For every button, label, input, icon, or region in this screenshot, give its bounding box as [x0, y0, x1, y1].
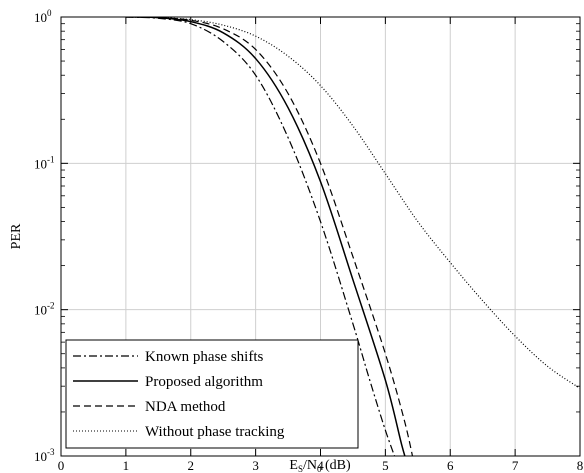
legend-label-nda-method: NDA method [145, 399, 226, 415]
y-tick-label-base: 10 [34, 10, 47, 25]
x-axis-label-mid: /N [303, 458, 317, 473]
y-tick-label--1: 10-1 [34, 154, 55, 171]
y-tick-label--2: 10-2 [34, 301, 55, 318]
x-tick-label-3: 3 [252, 458, 259, 473]
legend-label-without-phase-tracking: Without phase tracking [145, 424, 285, 440]
x-axis-label: ES/N0 (dB) [289, 458, 351, 473]
series-line-proposed-algorithm [125, 17, 406, 456]
y-tick-label-base: 10 [34, 449, 47, 464]
x-tick-label-5: 5 [382, 458, 389, 473]
x-tick-label-1: 1 [123, 458, 130, 473]
plot-frame [60, 16, 581, 457]
legend-box [65, 339, 359, 449]
x-tick-label-6: 6 [447, 458, 454, 473]
x-axis-label-sub-0: 0 [317, 464, 322, 473]
legend-label-proposed-algorithm: Proposed algorithm [145, 374, 263, 390]
axis-ticks [60, 16, 581, 457]
y-tick-label-exponent: -2 [47, 301, 55, 311]
series-lines [125, 17, 580, 456]
x-axis-label-sub-s: S [298, 464, 303, 473]
y-tick-label-exponent: 0 [47, 8, 52, 18]
grid [61, 17, 580, 456]
series-line-known-phase-shifts [125, 17, 396, 456]
legend-label-known-phase-shifts: Known phase shifts [145, 349, 263, 365]
x-axis-label-tail: (dB) [321, 458, 351, 473]
x-tick-label-2: 2 [188, 458, 195, 473]
y-tick-label-base: 10 [34, 303, 47, 318]
y-axis-label: PER [9, 223, 24, 249]
x-tick-label-8: 8 [577, 458, 584, 473]
y-tick-label-exponent: -1 [47, 154, 55, 164]
y-tick-label--3: 10-3 [34, 447, 55, 464]
x-tick-label-7: 7 [512, 458, 519, 473]
legend: Known phase shifts Proposed algorithm ND… [65, 339, 359, 449]
y-tick-label-base: 10 [34, 156, 47, 171]
y-tick-label-exponent: -3 [47, 447, 55, 457]
x-tick-label-4: 4 [317, 458, 324, 473]
y-tick-label-0: 100 [34, 8, 52, 25]
x-axis-label-base: E [289, 458, 298, 473]
x-tick-label-0: 0 [58, 458, 65, 473]
